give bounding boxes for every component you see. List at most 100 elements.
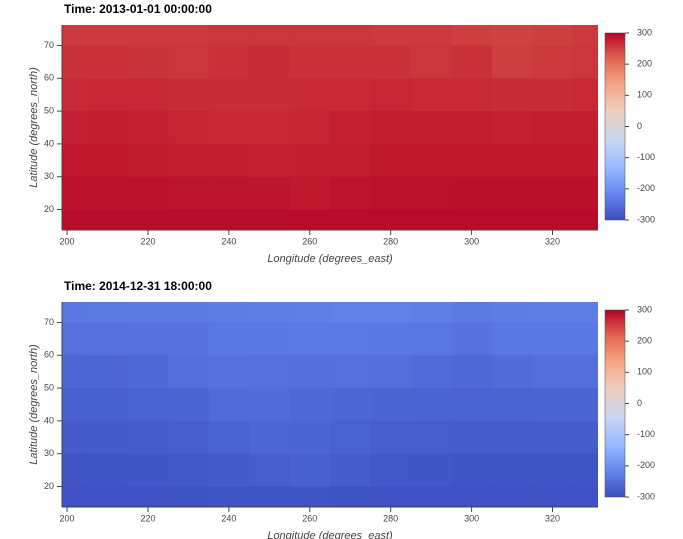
y-axis-label: Latitude (degrees_north) <box>28 344 40 465</box>
colorbar-tick-label: 100 <box>637 367 652 377</box>
heat-cell <box>410 45 452 79</box>
heat-cell <box>208 322 250 356</box>
heat-cell <box>491 420 533 455</box>
heat-cell <box>451 209 493 230</box>
heat-cell <box>87 486 129 507</box>
heat-cell <box>532 322 574 356</box>
heat-cell <box>370 388 412 422</box>
heat-cell <box>370 45 412 79</box>
heat-cell <box>330 322 371 356</box>
x-tick-label: 320 <box>545 236 560 246</box>
heat-cell <box>370 176 412 210</box>
y-tick-label: 30 <box>44 448 54 458</box>
colorbar-tick-label: 0 <box>637 398 642 408</box>
heat-cell <box>208 302 250 323</box>
heat-cell <box>249 25 291 46</box>
heat-cell <box>249 322 291 356</box>
heat-cell <box>532 388 574 422</box>
heat-cell <box>572 176 598 210</box>
heat-cell <box>127 143 169 178</box>
heat-cell <box>249 302 291 323</box>
heat-cell <box>208 45 250 79</box>
heat-cell <box>370 111 412 145</box>
colorbar-tick-label: 300 <box>637 304 652 314</box>
heat-cell <box>208 176 250 210</box>
y-tick-label: 70 <box>44 40 54 50</box>
colorbar-tick-label: -200 <box>637 460 655 470</box>
heat-cell <box>168 209 210 230</box>
heat-cell <box>410 78 452 112</box>
heat-cell <box>330 143 371 178</box>
heat-cell <box>87 453 129 487</box>
heat-cell <box>572 25 598 46</box>
heat-cell <box>87 143 129 178</box>
heat-cell <box>168 25 210 46</box>
x-tick-label: 220 <box>140 513 155 523</box>
heat-cell <box>87 25 129 46</box>
heat-cell <box>491 176 533 210</box>
heat-cell <box>572 143 598 178</box>
heat-cell <box>208 78 250 112</box>
heat-cell <box>249 420 291 455</box>
heat-cell <box>168 302 210 323</box>
heat-cell <box>168 45 210 79</box>
heat-cell <box>249 453 291 487</box>
x-tick-label: 200 <box>60 513 75 523</box>
heat-cell <box>289 355 331 389</box>
colorbar-tick-label: 100 <box>637 90 652 100</box>
heat-cell <box>289 143 331 178</box>
heat-cell <box>491 143 533 178</box>
heat-cell <box>330 302 371 323</box>
heat-cell <box>168 486 210 507</box>
y-tick-label: 60 <box>44 350 54 360</box>
heat-cell <box>249 176 291 210</box>
heat-cell <box>370 25 412 46</box>
heat-cell <box>370 420 412 455</box>
heat-cell <box>532 78 574 112</box>
heat-cell <box>87 355 129 389</box>
heat-cell <box>330 420 371 455</box>
heat-cell <box>532 355 574 389</box>
heat-cell <box>87 176 129 210</box>
colorbar-tick-label: 200 <box>637 59 652 69</box>
heat-cell <box>370 78 412 112</box>
heat-cell <box>572 78 598 112</box>
heat-cell <box>572 45 598 79</box>
heat-cell <box>168 453 210 487</box>
x-tick-label: 240 <box>221 513 236 523</box>
heat-cell <box>410 388 452 422</box>
heat-cell <box>62 78 88 112</box>
heat-cell <box>127 209 169 230</box>
heat-cell <box>370 209 412 230</box>
heat-cell <box>62 302 88 323</box>
heat-cell <box>208 453 250 487</box>
colorbar-tick-label: 200 <box>637 336 652 346</box>
heat-cell <box>410 302 452 323</box>
heat-cell <box>572 420 598 455</box>
heat-cell <box>532 453 574 487</box>
y-axis-label: Latitude (degrees_north) <box>28 67 40 188</box>
heat-cell <box>168 176 210 210</box>
heat-cell <box>127 78 169 112</box>
heat-cell <box>532 209 574 230</box>
heat-cell <box>249 486 291 507</box>
heat-cell <box>87 45 129 79</box>
x-tick-label: 260 <box>302 236 317 246</box>
heat-cell <box>532 486 574 507</box>
heat-cell <box>249 143 291 178</box>
heat-cell <box>62 388 88 422</box>
colorbar-tick-label: -300 <box>637 214 655 224</box>
heat-cell <box>410 209 452 230</box>
heat-cell <box>532 176 574 210</box>
x-axis-label: Longitude (degrees_east) <box>267 253 393 265</box>
heat-cell <box>168 355 210 389</box>
heat-cell <box>532 111 574 145</box>
heat-cell <box>168 322 210 356</box>
heat-cell <box>62 143 88 178</box>
heat-cell <box>410 25 452 46</box>
heat-cell <box>289 453 331 487</box>
heat-cell <box>208 420 250 455</box>
heat-cell <box>127 486 169 507</box>
heat-cell <box>370 453 412 487</box>
heat-cell <box>330 111 371 145</box>
